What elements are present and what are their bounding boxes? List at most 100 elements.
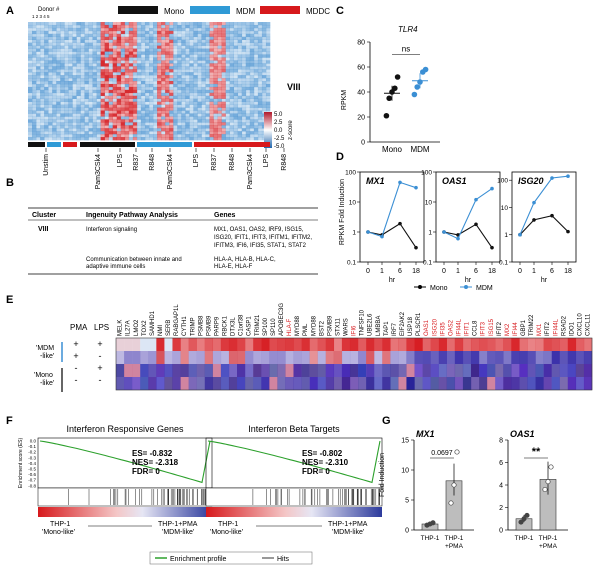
heatmap-cell <box>28 92 33 97</box>
gene-label: STX11 <box>336 317 342 336</box>
heatmap-cell <box>157 45 162 49</box>
heatmap-cell <box>52 107 57 111</box>
heatmap-cell <box>382 351 391 364</box>
heatmap-cell <box>124 72 130 76</box>
heatmap-cell <box>124 122 130 126</box>
heatmap-cell <box>169 36 174 40</box>
heatmap-cell <box>36 92 41 97</box>
heatmap-cell <box>161 75 166 79</box>
heatmap-cell <box>104 125 109 129</box>
heatmap-cell <box>136 134 142 138</box>
heatmap-cell <box>157 110 162 114</box>
heatmap-cell <box>96 125 101 129</box>
heatmap-cell <box>52 30 57 35</box>
heatmap-cell <box>253 128 259 132</box>
heatmap-cell <box>104 119 109 123</box>
heatmap-cell <box>56 125 61 129</box>
heatmap-cell <box>173 122 178 126</box>
heatmap-cell <box>181 27 186 32</box>
heatmap-cell <box>197 110 202 114</box>
heatmap-cell <box>169 30 174 35</box>
heatmap-cell <box>72 107 77 111</box>
heatmap-cell <box>112 83 118 88</box>
heatmap-cell <box>209 24 214 29</box>
heatmap-cell <box>128 60 134 64</box>
condition-label: Pam3CSk4 <box>95 154 102 190</box>
heatmap-cell <box>213 116 218 120</box>
heatmap-cell <box>527 364 536 377</box>
heatmap-cell <box>132 42 138 46</box>
heatmap-cell <box>241 42 247 46</box>
heatmap-cell <box>52 95 57 99</box>
heatmap-cell <box>169 33 174 38</box>
heatmap-cell <box>80 122 85 126</box>
tick-label: -0.6 <box>28 472 36 477</box>
heatmap-cell <box>173 24 178 29</box>
heatmap-cell <box>173 83 178 88</box>
heatmap-cell <box>177 54 182 58</box>
heatmap-cell <box>193 54 198 58</box>
heatmap-cell <box>217 24 222 29</box>
pma-sign: - <box>75 363 78 373</box>
heatmap-cell <box>52 60 57 64</box>
heatmap-cell <box>88 83 93 88</box>
heatmap-cell <box>84 30 89 35</box>
heatmap-cell <box>229 57 234 61</box>
heatmap-cell <box>479 377 488 390</box>
heatmap-cell <box>495 351 504 364</box>
data-point <box>442 230 446 234</box>
data-point <box>474 222 478 227</box>
heatmap-cell <box>92 51 97 55</box>
heatmap-cell <box>201 86 206 91</box>
heatmap-cell <box>40 81 45 85</box>
heatmap-cell <box>157 131 162 135</box>
heatmap-cell <box>233 131 239 135</box>
heatmap-cell <box>181 42 186 46</box>
heatmap-cell <box>52 131 57 135</box>
heatmap-cell <box>164 351 173 364</box>
tick-label: -0.7 <box>28 478 36 483</box>
heatmap-cell <box>172 364 181 377</box>
heatmap-cell <box>128 22 134 26</box>
heatmap-cell <box>56 83 61 88</box>
heatmap-cell <box>253 22 259 26</box>
panel-a-letter: A <box>6 5 14 17</box>
heatmap-cell <box>165 48 170 52</box>
heatmap-cell <box>88 54 93 58</box>
heatmap-cell <box>40 54 45 58</box>
heatmap-cell <box>64 60 69 64</box>
heatmap-cell <box>56 45 61 49</box>
heatmap-cell <box>124 338 133 351</box>
heatmap-cell <box>204 338 214 351</box>
heatmap-cell <box>265 27 271 32</box>
heatmap-cell <box>221 137 226 141</box>
heatmap-cell <box>96 63 101 67</box>
heatmap-cell <box>173 137 178 141</box>
heatmap-cell <box>169 101 174 105</box>
heatmap-cell <box>80 110 85 114</box>
heatmap-cell <box>189 131 194 135</box>
heatmap-cell <box>249 69 255 73</box>
heatmap-cell <box>136 89 142 94</box>
heatmap-cell <box>149 66 154 70</box>
heatmap-cell <box>136 63 142 67</box>
heatmap-cell <box>382 338 391 351</box>
heatmap-cell <box>153 54 158 58</box>
heatmap-cell <box>181 89 186 94</box>
heatmap-cell <box>173 48 178 52</box>
heatmap-cell <box>100 81 105 85</box>
heatmap-cell <box>32 24 37 29</box>
heatmap-cell <box>249 66 255 70</box>
data-point <box>422 66 429 73</box>
heatmap-cell <box>84 39 89 43</box>
heatmap-cell <box>32 122 37 126</box>
heatmap-cell <box>112 134 118 138</box>
heatmap-cell <box>233 107 239 111</box>
heatmap-cell <box>257 134 263 138</box>
heatmap-cell <box>221 78 226 82</box>
heatmap-cell <box>64 86 69 91</box>
heatmap-cell <box>180 377 189 390</box>
heatmap-cell <box>197 119 202 123</box>
heatmap-cell <box>56 22 61 26</box>
